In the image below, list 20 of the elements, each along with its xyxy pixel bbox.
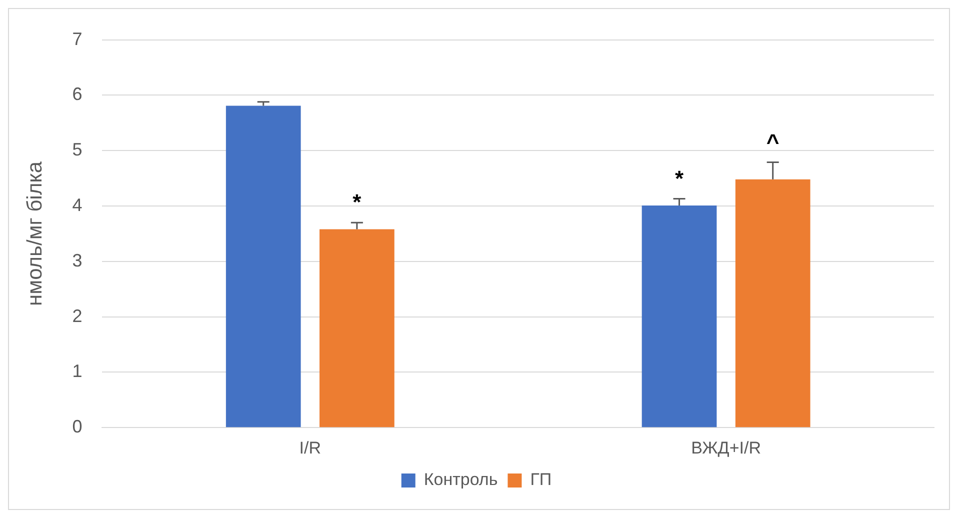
y-tick-label: 5: [72, 140, 82, 160]
legend-label: Контроль: [424, 470, 498, 490]
y-tick-label: 7: [72, 28, 82, 49]
y-tick-label: 2: [72, 306, 82, 326]
data-label: *: [674, 166, 684, 191]
bar: [226, 106, 301, 428]
x-tick-label: I/R: [299, 438, 322, 458]
y-tick-label: 1: [72, 361, 82, 382]
y-tick-label: 3: [72, 250, 82, 270]
legend-label: ГП: [530, 470, 552, 490]
y-axis-title: нмоль/мг білка: [23, 161, 46, 306]
y-tick-label: 0: [72, 416, 82, 437]
data-label: *: [352, 190, 362, 215]
y-tick-label: 6: [72, 84, 82, 104]
y-tick-label: 4: [72, 194, 82, 215]
data-label: ^: [766, 129, 780, 154]
bar: [642, 205, 717, 428]
bar: [320, 229, 394, 428]
x-tick-label: ВЖД+I/R: [691, 438, 761, 458]
bar: [735, 179, 810, 428]
